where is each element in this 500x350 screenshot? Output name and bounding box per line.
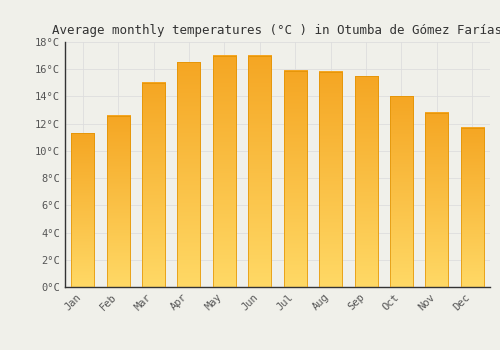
Bar	[71, 133, 94, 287]
Bar	[213, 56, 236, 287]
Bar	[319, 72, 342, 287]
Bar	[106, 116, 130, 287]
Bar	[354, 76, 378, 287]
Bar	[390, 97, 413, 287]
Bar	[284, 71, 306, 287]
Bar	[461, 128, 484, 287]
Bar	[426, 113, 448, 287]
Bar	[178, 62, 201, 287]
Title: Average monthly temperatures (°C ) in Otumba de Gómez Farías: Average monthly temperatures (°C ) in Ot…	[52, 24, 500, 37]
Bar	[142, 83, 165, 287]
Bar	[248, 56, 272, 287]
